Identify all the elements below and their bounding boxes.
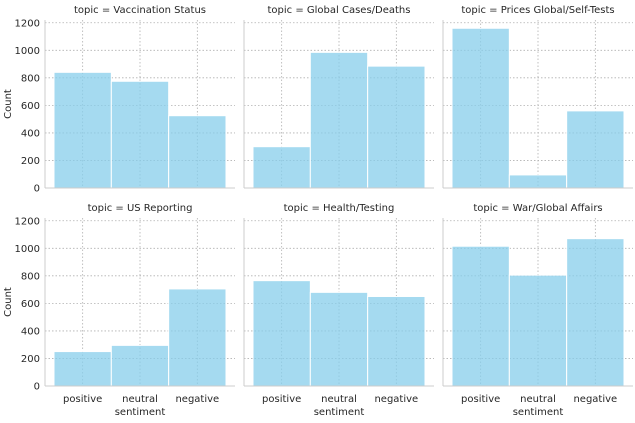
facet-panel: topic = US Reporting 0 200 400 600 800 1000 120…	[3, 203, 235, 418]
bar	[367, 65, 426, 189]
y-tick-label: 800	[21, 271, 40, 282]
panel-title: topic = War/Global Affairs	[473, 203, 602, 214]
y-tick-label: 1000	[15, 244, 40, 255]
y-axis-label: Count	[3, 89, 14, 119]
bar	[508, 174, 568, 189]
panel-title: topic = Prices Global/Self-Tests	[461, 5, 614, 16]
facet-panel: topic = War/Global Affairs positive neutra…	[442, 203, 633, 418]
x-axis-label: sentiment	[314, 407, 365, 418]
bar	[168, 115, 227, 189]
bar	[252, 280, 311, 387]
x-tick-label: positive	[63, 394, 102, 405]
bar	[252, 146, 311, 189]
y-tick-label: 400	[21, 326, 40, 337]
x-axis-label: sentiment	[115, 407, 166, 418]
y-axis-label: Count	[3, 287, 14, 317]
bar	[53, 71, 112, 189]
x-tick-label: positive	[461, 394, 500, 405]
bar	[451, 27, 510, 189]
x-axis-label: sentiment	[513, 407, 564, 418]
y-tick-label: 1200	[15, 216, 40, 227]
y-tick-label: 0	[34, 184, 40, 195]
y-tick-label: 600	[21, 299, 40, 310]
panel-title: topic = Vaccination Status	[74, 5, 206, 16]
y-tick-label: 200	[21, 156, 40, 167]
bar	[168, 288, 227, 387]
facet-panel: topic = Prices Global/Self-Tests	[442, 5, 633, 189]
facet-panel: topic = Health/Testing positive neutral neg…	[243, 203, 434, 418]
y-tick-label: 800	[21, 73, 40, 84]
bar	[508, 274, 568, 387]
x-tick-label: neutral	[520, 394, 556, 405]
y-tick-label: 400	[21, 128, 40, 139]
panel-title: topic = Global Cases/Deaths	[268, 5, 411, 16]
panel-title: topic = Health/Testing	[284, 203, 395, 214]
bar	[110, 344, 170, 387]
x-tick-label: negative	[175, 394, 219, 405]
bar	[451, 245, 510, 387]
bar	[367, 295, 426, 387]
y-tick-label: 600	[21, 101, 40, 112]
bar	[110, 80, 170, 189]
y-tick-label: 0	[34, 382, 40, 393]
bar	[566, 110, 625, 189]
bar	[53, 351, 112, 387]
y-tick-label: 1000	[15, 46, 40, 57]
bar	[566, 238, 625, 387]
y-tick-label: 1200	[15, 18, 40, 29]
facet-panel: topic = Vaccination Status 0 200 400 600 800 1…	[3, 5, 235, 195]
x-tick-label: positive	[262, 394, 301, 405]
x-tick-label: neutral	[321, 394, 357, 405]
x-tick-label: neutral	[122, 394, 158, 405]
y-tick-label: 200	[21, 354, 40, 365]
facet-panel: topic = Global Cases/Deaths	[243, 5, 434, 189]
bar	[309, 291, 369, 387]
panel-title: topic = US Reporting	[88, 203, 193, 214]
x-tick-label: negative	[374, 394, 418, 405]
x-tick-label: negative	[573, 394, 617, 405]
bar	[309, 51, 369, 189]
